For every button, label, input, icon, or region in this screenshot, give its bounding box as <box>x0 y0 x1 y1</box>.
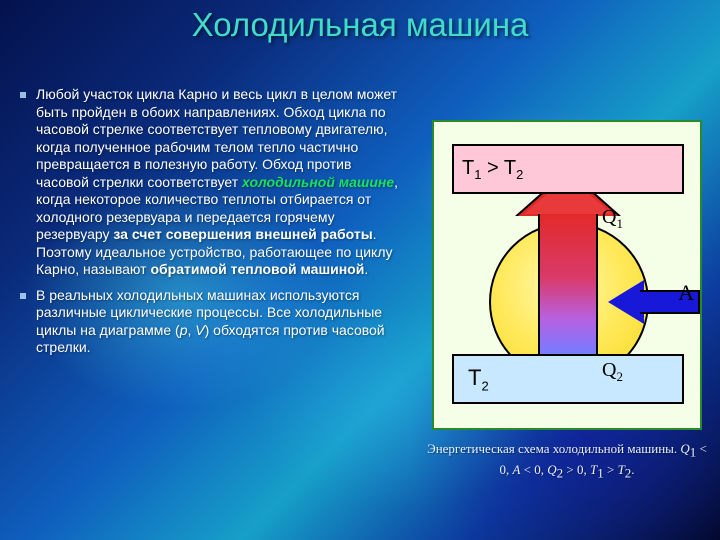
figure-wrap: T1 > T2 T2 Q1 Q2 A Энергетическая схема … <box>432 120 702 482</box>
slide: Холодильная машина Любой участок цикла К… <box>0 0 720 540</box>
a-label: A <box>678 280 694 306</box>
bullet-2: В реальных холодильных машинах использую… <box>14 287 402 357</box>
p2-var-v: V <box>195 322 204 338</box>
caption-prefix: Энергетическая схема холодильной машины. <box>427 441 680 456</box>
q1-label: Q1 <box>602 206 623 232</box>
bullet-1: Любой участок цикла Карно и весь цикл в … <box>14 86 402 279</box>
hot-reservoir-label: T1 > T2 <box>462 157 523 182</box>
cold-reservoir-label: T2 <box>468 365 489 393</box>
hot-reservoir: T1 > T2 <box>452 144 684 194</box>
p1-highlight: холодильной машине <box>242 174 394 190</box>
p1-part-d: . <box>364 261 368 277</box>
body-text: Любой участок цикла Карно и весь цикл в … <box>14 86 402 365</box>
figure-caption: Энергетическая схема холодильной машины.… <box>427 440 707 482</box>
cold-reservoir: T2 <box>452 354 684 404</box>
p1-bold-1: за счет совершения внешней работы <box>113 226 372 242</box>
slide-title: Холодильная машина <box>0 6 720 44</box>
p2-var-p: p <box>180 322 188 338</box>
p1-bold-2: обратимой тепловой машиной <box>150 261 364 277</box>
q2-label: Q2 <box>602 359 623 385</box>
energy-scheme-figure: T1 > T2 T2 Q1 Q2 A <box>432 120 702 430</box>
